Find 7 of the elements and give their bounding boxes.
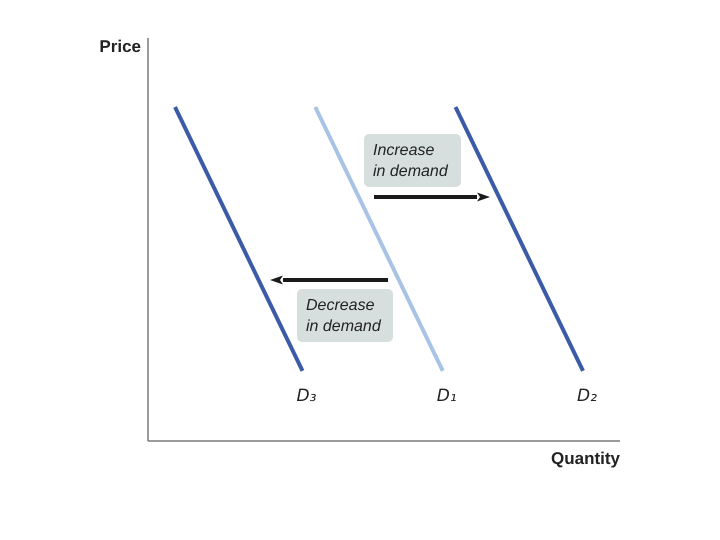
series-label: D₂ <box>577 386 598 406</box>
series-label: D₁ <box>436 386 457 406</box>
series-label: D₃ <box>296 386 317 406</box>
annotation: Decrease in demand <box>306 297 382 335</box>
y-axis-title: Price <box>99 37 141 56</box>
x-axis-title: Quantity <box>551 449 621 468</box>
annotation: Increase in demand <box>373 142 449 180</box>
